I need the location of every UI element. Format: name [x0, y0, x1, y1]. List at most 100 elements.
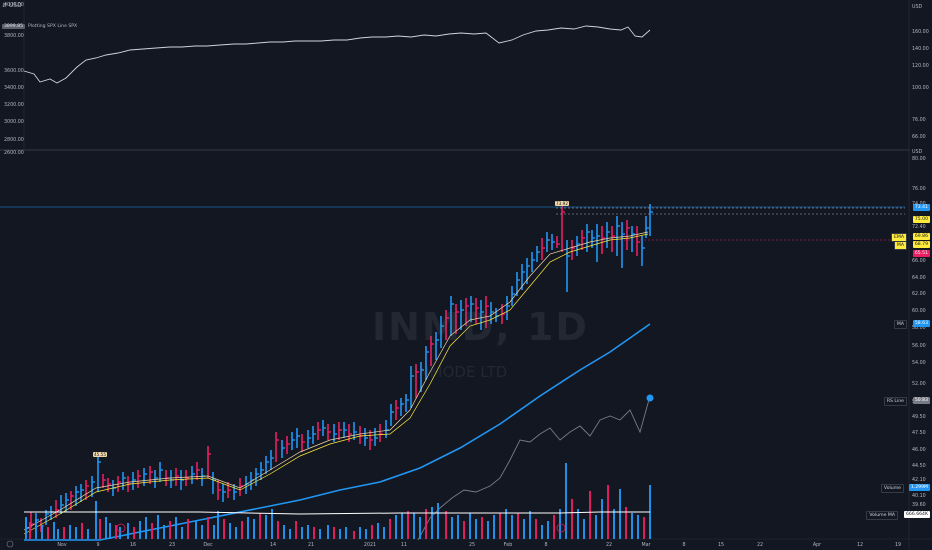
price-bar	[275, 432, 279, 462]
volume-bar	[163, 525, 165, 539]
time-axis-label: Mar	[641, 542, 650, 548]
volume-bar	[63, 527, 65, 539]
volume-bar	[413, 513, 415, 539]
time-axis-label: 9	[96, 542, 99, 548]
price-bar	[425, 346, 429, 380]
price-tag[interactable]: 50.83	[912, 397, 930, 404]
currency-toggle[interactable]: ⇵ USD	[2, 2, 22, 9]
volume-bar	[425, 509, 427, 539]
price-bar	[60, 495, 64, 514]
price-bar	[611, 226, 615, 252]
price-bar	[80, 484, 84, 502]
price-bar	[541, 238, 545, 260]
volume-bar	[175, 517, 177, 539]
price-tag[interactable]: 68.79	[912, 241, 930, 248]
price-scale-label: 40.10	[912, 493, 926, 499]
price-tag[interactable]: 666.664K	[903, 511, 930, 518]
price-bar	[430, 336, 434, 366]
price-bar	[445, 310, 449, 340]
volume-bar	[333, 527, 335, 539]
volume-bar	[241, 521, 243, 539]
rs-line	[417, 395, 651, 541]
volume-bar	[389, 519, 391, 539]
top-right-scale-label: 160.00	[912, 29, 929, 35]
volume-bar	[595, 515, 597, 539]
price-bar	[596, 224, 600, 262]
time-axis-label: 11	[401, 542, 407, 548]
price-bar	[405, 394, 409, 412]
price-bar	[322, 420, 326, 436]
volume-bar	[475, 519, 477, 539]
price-scale-label: 62.00	[912, 291, 926, 297]
time-axis-label: 8	[544, 542, 547, 548]
volume-bar	[637, 515, 639, 539]
price-bar	[415, 364, 419, 398]
volume-marker-circle	[116, 523, 126, 533]
price-bar	[641, 236, 645, 266]
price-bar	[255, 468, 259, 486]
volume-bar	[69, 525, 71, 539]
ema-line	[23, 233, 649, 535]
volume-bar	[313, 527, 315, 539]
top-right-scale-label: 140.00	[912, 46, 929, 52]
price-bar	[586, 224, 590, 252]
price-bar	[506, 296, 510, 320]
price-bar	[107, 478, 111, 492]
price-bar	[291, 432, 295, 450]
volume-bar	[589, 491, 591, 539]
price-tag[interactable]: 65.51	[912, 250, 930, 257]
spx-line	[23, 25, 651, 84]
price-scale-label: 80.00	[912, 156, 926, 162]
price-tag[interactable]: 1.299M	[908, 484, 930, 491]
price-bar	[312, 426, 316, 444]
spx-legend[interactable]: 3899.85 Plotting SPX Line SPX	[2, 24, 77, 29]
volume-bar	[505, 509, 507, 539]
volume-bar	[431, 507, 433, 539]
price-bar	[616, 216, 620, 256]
volume-bar	[223, 519, 225, 539]
price-bar	[369, 430, 373, 450]
volume-bar	[601, 499, 603, 539]
price-bar	[143, 468, 147, 486]
volume-bar	[523, 519, 525, 539]
volume-bar	[235, 527, 237, 539]
price-bar	[353, 422, 357, 440]
low-flag: 45.55	[93, 452, 107, 457]
volume-bar	[407, 511, 409, 539]
price-scale-label: 76.00	[912, 186, 926, 192]
volume-bar	[41, 525, 43, 539]
volume-bar	[339, 529, 341, 539]
volume-bar	[201, 525, 203, 539]
price-bar	[631, 226, 635, 252]
price-bar	[265, 456, 269, 474]
price-tag[interactable]: 73.41	[912, 204, 930, 211]
price-bar	[601, 226, 605, 254]
price-tag[interactable]: 69.86	[912, 233, 930, 240]
price-tag[interactable]: 58.63	[912, 320, 930, 327]
volume-bar	[253, 519, 255, 539]
legend-title: Plotting SPX Line SPX	[28, 24, 78, 29]
volume-bar	[217, 511, 219, 539]
time-axis-label: 15	[718, 542, 724, 548]
price-bar	[435, 332, 439, 360]
price-bar	[649, 204, 653, 236]
price-bar	[531, 252, 535, 272]
price-bar	[175, 468, 179, 486]
volume-bar	[295, 521, 297, 539]
volume-bar	[359, 527, 361, 539]
price-tag[interactable]: 75.00	[912, 216, 930, 223]
volume-bar	[145, 517, 147, 539]
volume-bar	[187, 519, 189, 539]
volume-bar	[195, 521, 197, 539]
price-bar	[196, 462, 200, 480]
volume-bar	[499, 513, 501, 539]
volume-bar	[353, 531, 355, 539]
price-bar	[470, 296, 474, 322]
top-right-scale-label: 120.00	[912, 63, 929, 69]
price-scale-label: 66.00	[912, 258, 926, 264]
volume-bar	[87, 529, 89, 539]
price-bar	[556, 236, 560, 248]
price-scale-label: 54.00	[912, 360, 926, 366]
price-bar	[455, 304, 459, 334]
